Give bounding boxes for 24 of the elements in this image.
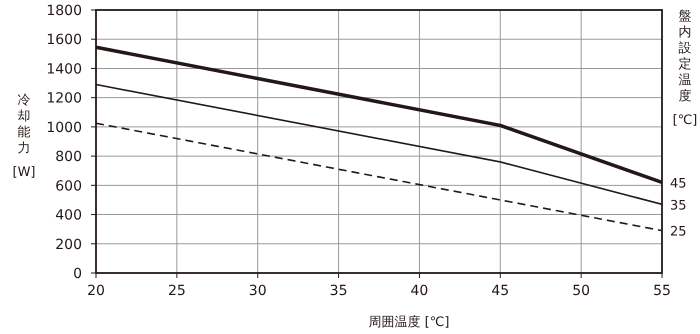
y-tick-label: 400 (55, 208, 82, 224)
x-tick-label: 55 (653, 283, 671, 299)
y-tick-label: 200 (55, 236, 82, 253)
x-tick-label: 30 (248, 283, 267, 299)
y-tick-label: 0 (73, 266, 82, 282)
y-axis-title: 冷却能力 [W] (12, 93, 36, 180)
y-tick-label: 1600 (46, 32, 82, 48)
x-tick-label: 45 (491, 283, 510, 299)
y-tick-label: 1400 (46, 61, 82, 78)
y-tick-label: 800 (55, 149, 82, 166)
series-label: 35 (670, 198, 687, 214)
y-tick-label: 1000 (46, 120, 82, 136)
series-label: 25 (670, 224, 687, 240)
legend-title: 盤内設定温度 [℃] (672, 9, 698, 128)
y-tick-label: 600 (55, 178, 82, 194)
y-tick-label: 1200 (46, 90, 82, 107)
x-tick-label: 20 (87, 283, 105, 299)
y-tick-label: 1800 (46, 3, 82, 19)
x-tick-label: 35 (330, 283, 348, 299)
series-label: 45 (670, 176, 687, 192)
x-axis-title: 周囲温度 [℃] (368, 314, 450, 330)
x-tick-label: 25 (168, 283, 186, 299)
x-tick-label: 50 (572, 283, 590, 299)
x-tick-label: 40 (410, 283, 428, 299)
